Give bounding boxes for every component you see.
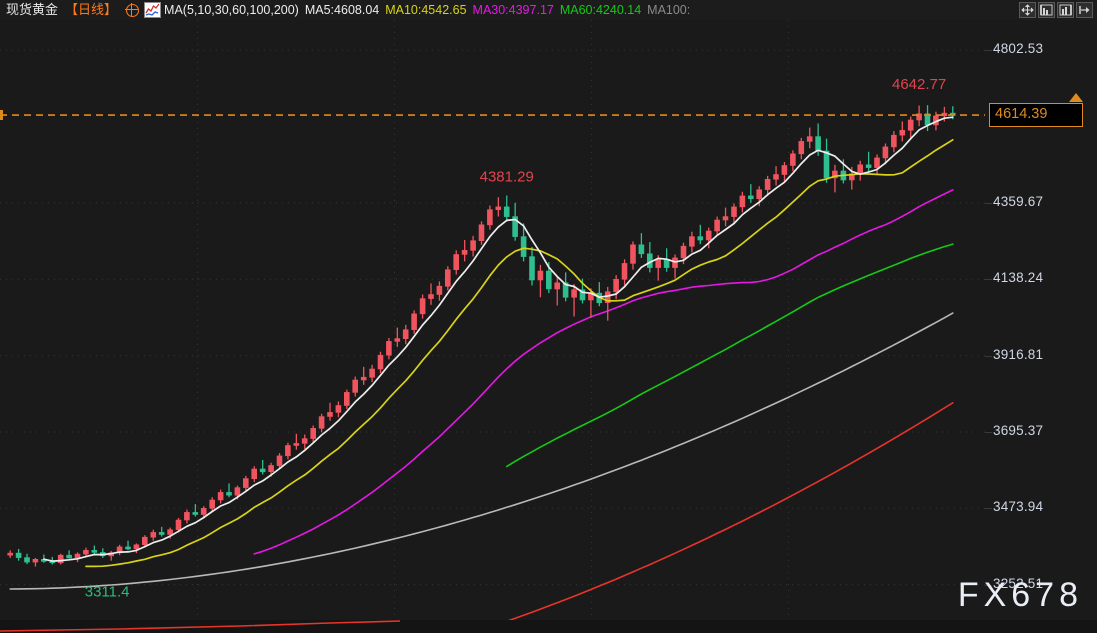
svg-text:3311.4: 3311.4: [85, 583, 130, 600]
candlestick-canvas: 4381.29 4642.77 3311.4: [0, 20, 985, 620]
scroll-to-end-tool[interactable]: [1076, 2, 1093, 18]
ma60-value: MA60:4240.14: [559, 3, 642, 17]
chart-toolbar: [1019, 2, 1093, 18]
price-axis-tick-mark: [985, 50, 992, 52]
chart-header: 现货黄金 【日线】 MA(5,10,30,60,100,200) MA5:460…: [0, 0, 1097, 20]
price-chart-plot[interactable]: 4381.29 4642.77 3311.4: [0, 20, 985, 620]
align-left-tool[interactable]: [1038, 2, 1055, 18]
price-axis-tick: 3473.94: [993, 499, 1044, 515]
ma30-value: MA30:4397.17: [472, 3, 554, 17]
price-axis-tick-mark: [985, 279, 992, 281]
price-axis-tick-mark: [985, 431, 992, 433]
price-axis-tick: 3695.37: [993, 422, 1044, 438]
current-price-arrow-icon: [1069, 93, 1083, 103]
current-price-tag: 4614.39: [989, 103, 1083, 128]
price-axis-tick: 3252.51: [993, 575, 1044, 591]
ma-definition-label: MA(5,10,30,60,100,200): [164, 3, 299, 17]
ma100-value: MA100:: [647, 3, 691, 17]
move-crosshair-tool[interactable]: [1019, 2, 1036, 18]
price-axis-tick-mark: [985, 508, 992, 510]
mini-chart-icon[interactable]: [144, 2, 162, 18]
symbol-label: 现货黄金: [6, 2, 59, 17]
ma10-value: MA10:4542.65: [385, 3, 467, 17]
price-axis-tick: 4138.24: [993, 270, 1044, 286]
svg-text:4381.29: 4381.29: [480, 168, 534, 185]
watermark: FX678: [957, 576, 1083, 614]
crosshair-circle-icon[interactable]: [125, 2, 140, 17]
price-axis[interactable]: 4614.39 4802.53 4359.67 4138.24 3916.81 3695…: [985, 20, 1097, 633]
price-axis-tick: 4802.53: [993, 41, 1044, 57]
price-axis-tick-mark: [985, 584, 992, 586]
period-label: 【日线】: [65, 2, 118, 17]
price-axis-tick: 4359.67: [993, 193, 1044, 209]
date-axis-labels: [0, 627, 985, 633]
price-axis-tick-mark: [985, 355, 992, 357]
ma5-value: MA5:4608.04: [304, 3, 380, 17]
indicator-subpanel-clipped[interactable]: [0, 620, 1097, 633]
price-axis-tick: 3916.81: [993, 346, 1044, 362]
align-right-tool[interactable]: [1057, 2, 1074, 18]
svg-text:4642.77: 4642.77: [892, 76, 946, 93]
price-axis-tick-mark: [985, 202, 992, 204]
